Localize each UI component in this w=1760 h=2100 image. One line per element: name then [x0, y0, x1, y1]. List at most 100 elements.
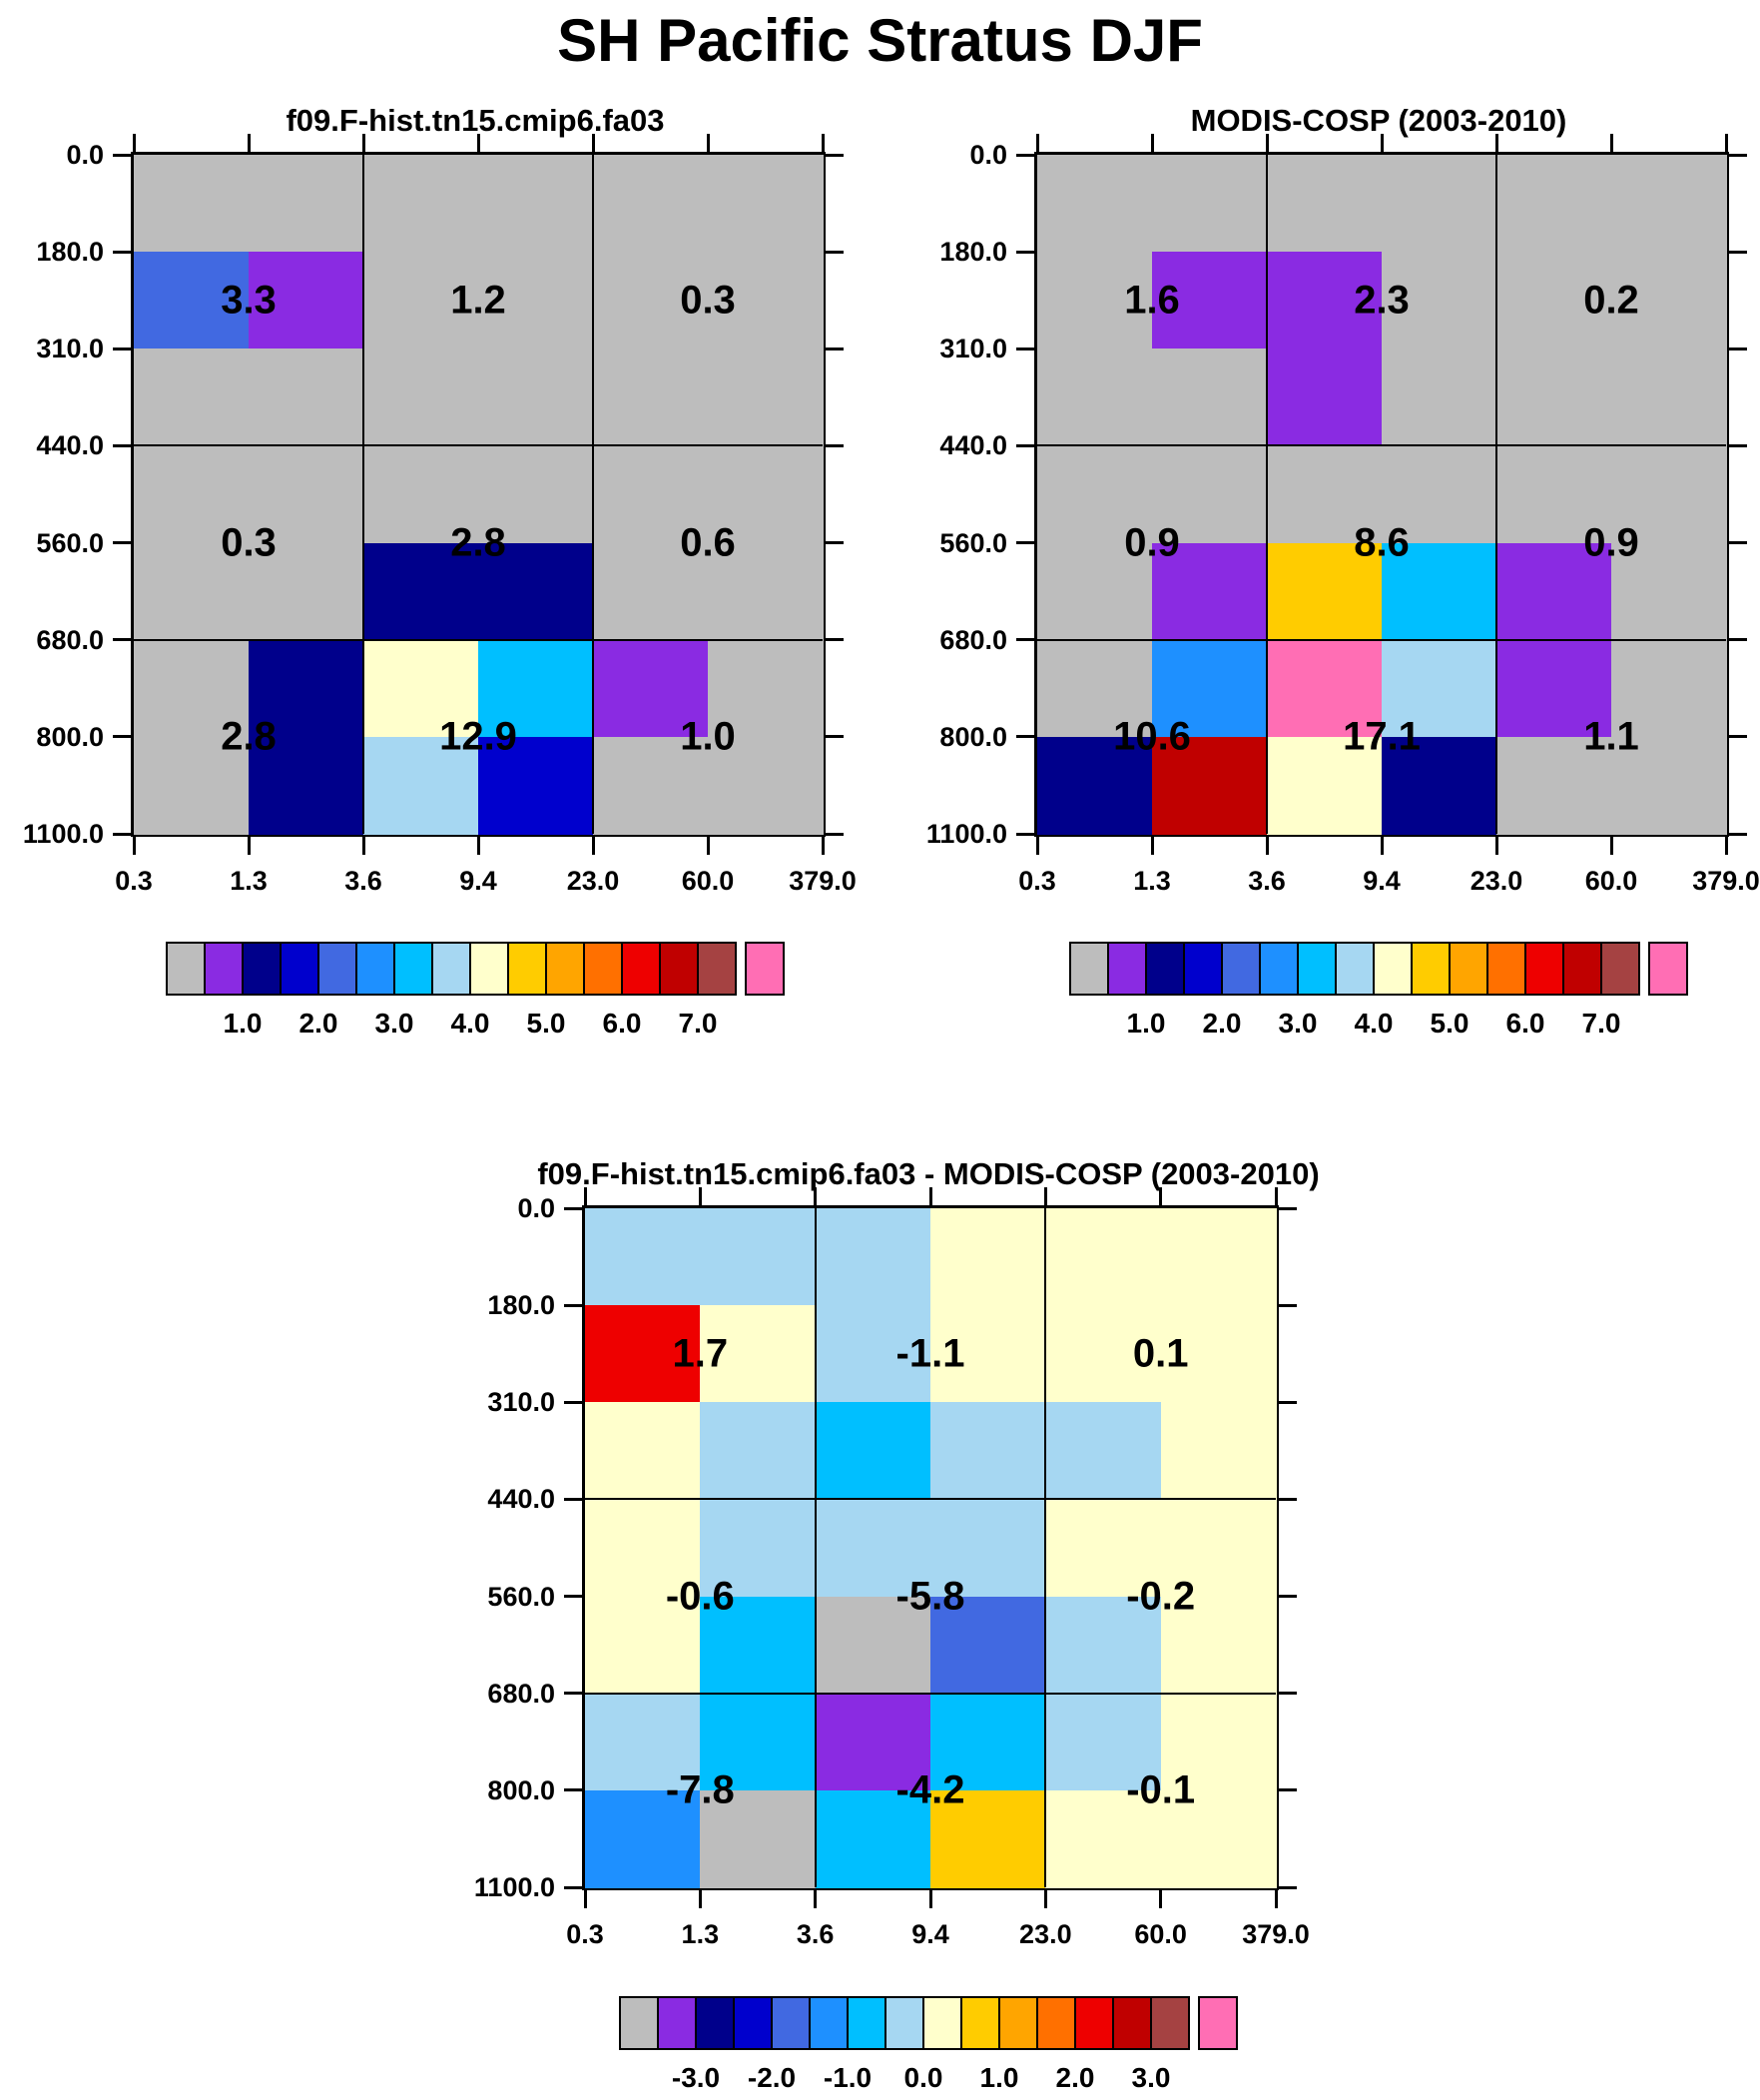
tick-mark — [113, 347, 131, 350]
cell-value-label: 0.2 — [1583, 278, 1639, 323]
tick-mark — [1729, 638, 1747, 642]
heatmap-cell — [1037, 639, 1153, 738]
heatmap-cell — [930, 1208, 1046, 1306]
tick-mark — [1016, 541, 1034, 545]
tick-mark — [826, 250, 844, 254]
tick-mark — [1279, 1788, 1297, 1792]
heatmap-cell — [585, 1789, 701, 1888]
tick-mark — [1729, 832, 1747, 836]
x-tick-label: 3.6 — [796, 1919, 835, 1949]
tick-mark — [1609, 837, 1613, 855]
colorbar-tick-label: 5.0 — [1430, 1008, 1469, 1039]
heatmap-cell — [1045, 1789, 1162, 1888]
colorbar-swatch — [1335, 942, 1375, 996]
colorbar-tick-label: 3.0 — [1131, 2062, 1171, 2093]
category-divider-horizontal — [1037, 444, 1726, 447]
colorbar-swatch — [469, 942, 509, 996]
tick-mark — [564, 1400, 582, 1404]
colorbar-swatch — [1411, 942, 1451, 996]
heatmap-cell — [1152, 542, 1268, 641]
heatmap-cell — [249, 252, 364, 350]
heatmap-cell — [930, 1693, 1046, 1791]
heatmap-cell — [708, 252, 824, 350]
heatmap-cell — [585, 1208, 701, 1306]
heatmap-diff: 0.0 180.0 310.0 440.0 560.0 680.0 800.0 1100.0 0… — [474, 1187, 1310, 1949]
heatmap-cell — [1037, 349, 1153, 447]
cell-value-label: -0.6 — [665, 1574, 735, 1619]
cell-value-label: 10.6 — [1113, 714, 1191, 759]
y-tick-label: 310.0 — [36, 334, 104, 364]
tick-mark — [1729, 735, 1747, 739]
heatmap-cell — [249, 736, 364, 835]
colorbar-swatch — [1648, 942, 1688, 996]
heatmap-cell — [930, 1402, 1046, 1501]
colorbar-swatch — [1373, 942, 1413, 996]
tick-mark — [1016, 153, 1034, 157]
tick-mark — [1274, 1187, 1278, 1205]
heatmap-cell — [249, 639, 364, 738]
heatmap-cell — [1267, 542, 1383, 641]
heatmap-cell — [708, 445, 824, 544]
tick-mark — [1724, 837, 1728, 855]
heatmap-cell — [1496, 252, 1612, 350]
heatmap-cell — [134, 252, 250, 350]
tick-mark — [591, 134, 595, 152]
colorbar-swatch — [166, 942, 206, 996]
x-tick-label: 9.4 — [459, 866, 497, 896]
tick-mark — [821, 134, 825, 152]
tick-mark — [113, 443, 131, 447]
tick-mark — [1043, 1187, 1047, 1205]
colorbar-swatch — [745, 942, 785, 996]
colorbar-swatch — [1297, 942, 1337, 996]
category-divider-horizontal — [585, 1498, 1276, 1501]
y-tick-label: 1100.0 — [22, 819, 104, 849]
tick-mark — [247, 837, 251, 855]
tick-mark — [706, 134, 710, 152]
colorbar-model: 1.0 2.0 3.0 4.0 5.0 6.0 7.0 — [166, 942, 813, 1042]
y-tick-label: 680.0 — [487, 1678, 555, 1709]
heatmap-cell — [1160, 1305, 1277, 1403]
colorbar-tick-label: 3.0 — [374, 1008, 414, 1039]
heatmap-cell — [930, 1499, 1046, 1598]
heatmap-cell — [134, 445, 250, 544]
tick-mark — [132, 837, 136, 855]
category-divider-vertical — [362, 155, 364, 834]
heatmap-cell — [1045, 1208, 1162, 1306]
tick-mark — [1279, 1303, 1297, 1307]
colorbar-swatch — [1107, 942, 1147, 996]
y-tick-label: 310.0 — [939, 334, 1007, 364]
cell-value-label: -0.2 — [1126, 1574, 1196, 1619]
colorbar-swatch — [847, 1996, 886, 2050]
tick-mark — [1380, 134, 1384, 152]
heatmap-cell — [478, 349, 594, 447]
heatmap-cell — [708, 349, 824, 447]
colorbar-swatch — [204, 942, 244, 996]
tick-mark — [583, 1890, 587, 1908]
y-tick-label: 1100.0 — [473, 1872, 555, 1902]
tick-mark — [564, 1692, 582, 1696]
colorbar-modis: 1.0 2.0 3.0 4.0 5.0 6.0 7.0 — [1069, 942, 1716, 1042]
colorbar-swatch — [431, 942, 471, 996]
tick-mark — [247, 134, 251, 152]
tick-mark — [1035, 134, 1039, 152]
heatmap-cell — [1037, 736, 1153, 835]
heatmap-cell — [1037, 252, 1153, 350]
colorbar-swatch — [1069, 942, 1109, 996]
tick-mark — [928, 1187, 932, 1205]
tick-mark — [476, 134, 480, 152]
tick-mark — [361, 837, 365, 855]
heatmap-cell — [708, 155, 824, 253]
tick-mark — [1279, 1206, 1297, 1210]
tick-mark — [132, 134, 136, 152]
heatmap-cell — [708, 542, 824, 641]
heatmap-cell — [1611, 736, 1727, 835]
colorbar-swatch — [884, 1996, 924, 2050]
tick-mark — [1279, 1400, 1297, 1404]
heatmap-cell — [930, 1305, 1046, 1403]
heatmap-cell — [363, 349, 479, 447]
colorbar-swatch — [619, 1996, 659, 2050]
heatmap-cell — [1496, 349, 1612, 447]
heatmap-cell — [700, 1402, 817, 1501]
colorbar-tick-label: 5.0 — [526, 1008, 566, 1039]
